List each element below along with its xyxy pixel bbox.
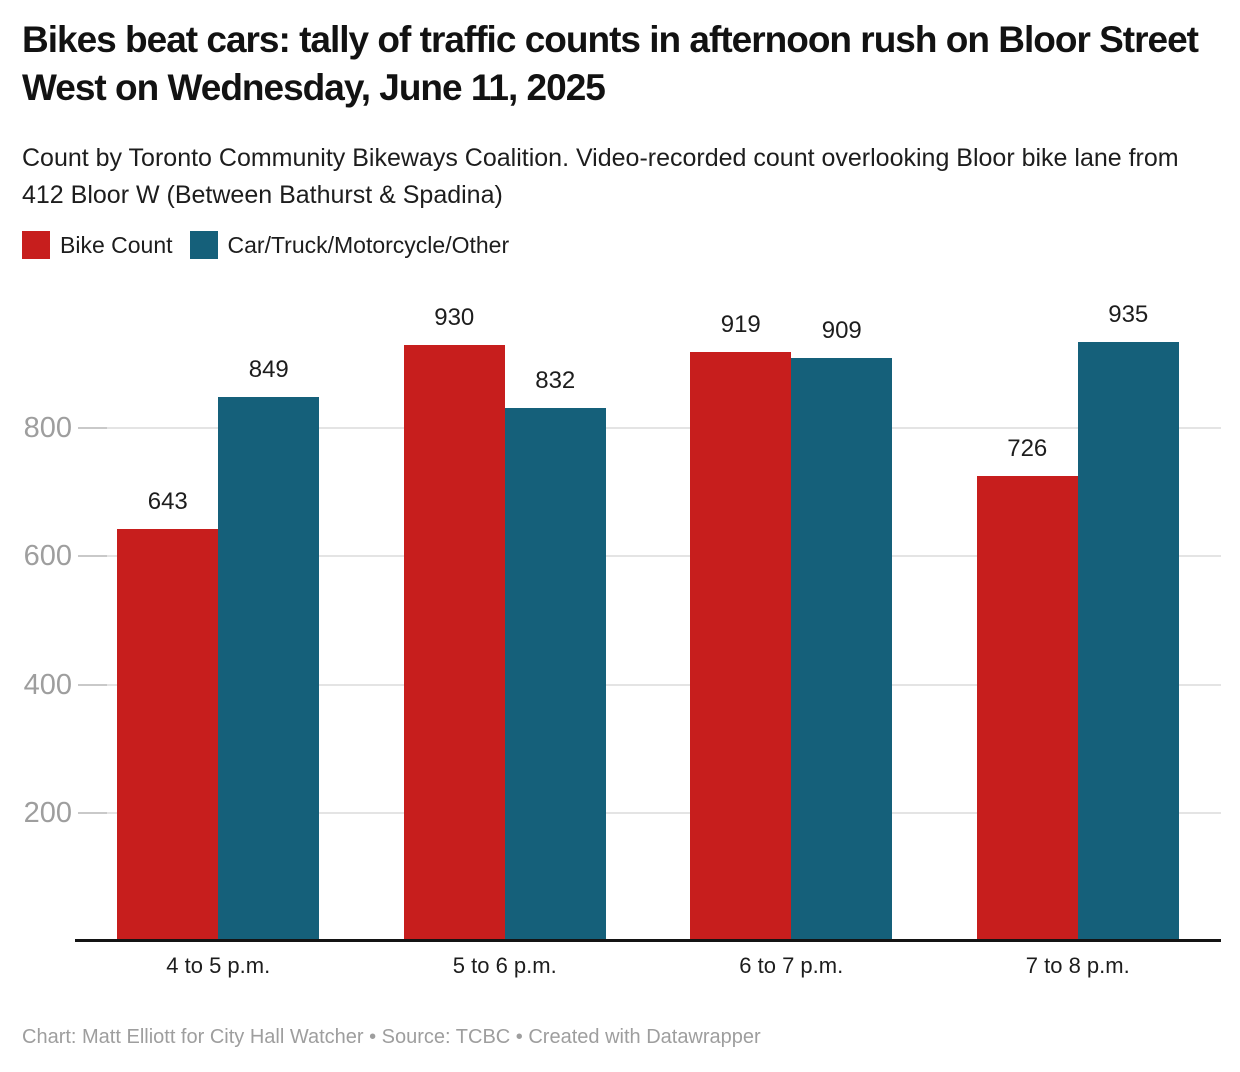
footer-credit: Chart: Matt Elliott for City Hall Watche… xyxy=(22,1026,761,1048)
value-label-car-0: 849 xyxy=(248,355,289,383)
ytick-label-600: 600 xyxy=(23,540,72,573)
value-label-bike-0: 643 xyxy=(147,487,188,515)
gridline-400 xyxy=(78,683,1221,686)
ytick-mark-800 xyxy=(78,427,107,430)
bar-car-0 xyxy=(218,396,320,941)
value-label-car-2: 909 xyxy=(821,317,862,345)
ytick-label-400: 400 xyxy=(23,668,72,701)
ytick-mark-200 xyxy=(78,811,107,814)
chart-title: Bikes beat cars: tally of traffic counts… xyxy=(22,19,1199,108)
x-axis-line xyxy=(75,939,1221,942)
xtick-label-0: 4 to 5 p.m. xyxy=(166,953,271,978)
legend-swatch-icon xyxy=(22,231,50,259)
ytick-mark-400 xyxy=(78,683,107,686)
value-label-bike-3: 726 xyxy=(1007,434,1048,462)
gridline-800 xyxy=(78,427,1221,430)
legend-label: Car/Truck/Motorcycle/Other xyxy=(227,231,510,258)
xtick-label-3: 7 to 8 p.m. xyxy=(1025,953,1130,978)
value-label-bike-2: 919 xyxy=(720,310,761,338)
ytick-mark-600 xyxy=(78,555,107,558)
value-label-bike-1: 930 xyxy=(434,303,475,331)
ytick-label-200: 200 xyxy=(23,796,72,829)
value-label-car-3: 935 xyxy=(1108,300,1149,328)
xtick-label-1: 5 to 6 p.m. xyxy=(452,953,557,978)
bar-bike-2 xyxy=(690,351,792,941)
gridline-200 xyxy=(78,811,1221,814)
gridline-600 xyxy=(78,555,1221,558)
bar-car-3 xyxy=(1077,341,1179,941)
bar-bike-0 xyxy=(117,528,219,941)
legend-label: Bike Count xyxy=(60,231,173,258)
xtick-label-2: 6 to 7 p.m. xyxy=(739,953,844,978)
bar-car-1 xyxy=(504,407,606,941)
chart-subtitle: Count by Toronto Community Bikeways Coal… xyxy=(22,144,1179,209)
legend-item-1: Car/Truck/Motorcycle/Other xyxy=(189,231,510,259)
legend-swatch-icon xyxy=(189,231,218,259)
ytick-label-800: 800 xyxy=(23,412,72,445)
legend-item-0: Bike Count xyxy=(22,231,173,259)
bar-bike-3 xyxy=(976,475,1078,941)
bar-bike-1 xyxy=(403,344,505,941)
bar-car-2 xyxy=(791,358,893,941)
legend: Bike Count Car/Truck/Motorcycle/Other xyxy=(22,231,509,259)
value-label-car-1: 832 xyxy=(535,366,576,394)
